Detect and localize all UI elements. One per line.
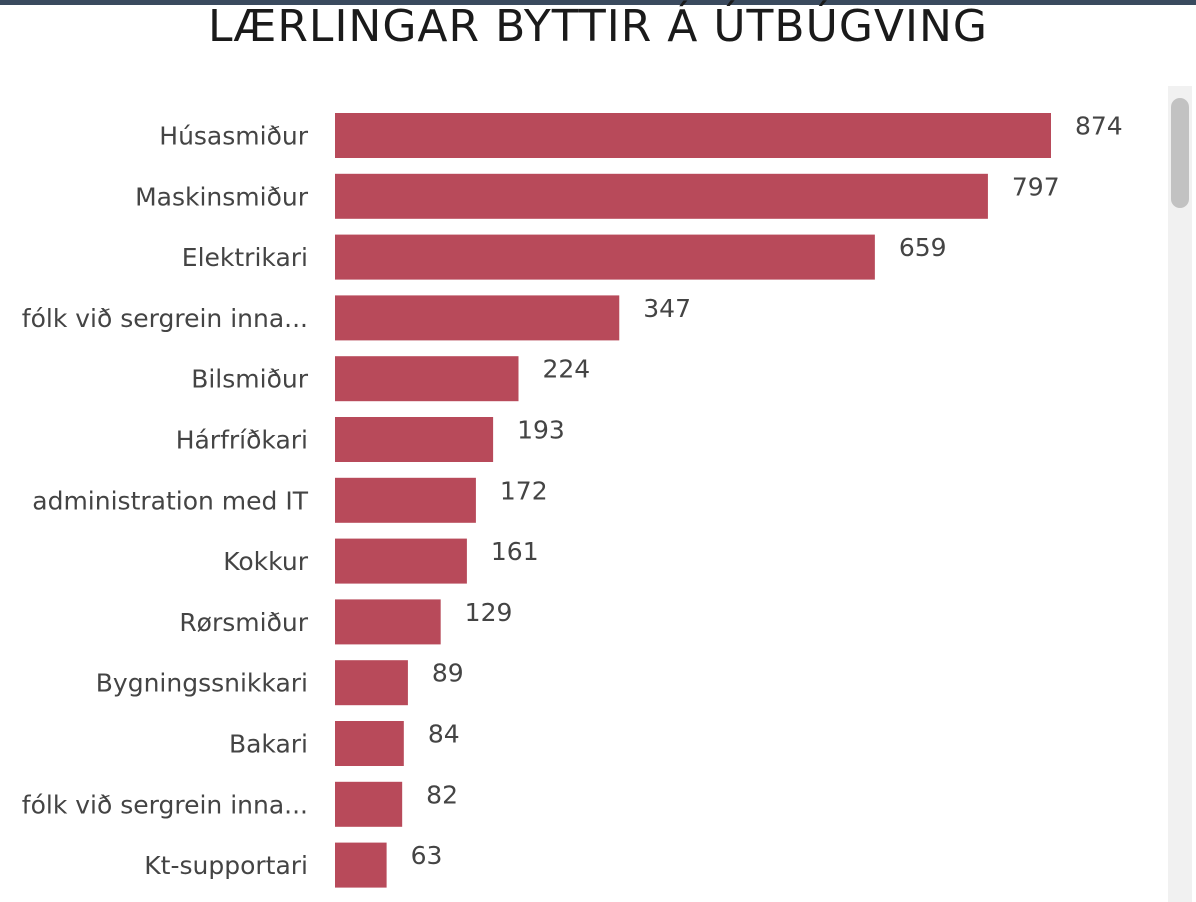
bar[interactable] <box>335 295 620 341</box>
top-border <box>0 0 1196 5</box>
category-label: fólk við sergrein inna... <box>22 304 308 333</box>
bar[interactable] <box>335 781 403 827</box>
bar-chart: Húsasmiður 874 Maskinsmiður 797 Elektrikari 6… <box>22 112 1123 888</box>
bar[interactable] <box>335 113 1051 158</box>
category-label: Kt-supportari <box>144 851 308 880</box>
bar[interactable] <box>335 599 441 645</box>
chart-title: LÆRLINGAR BYTTIR Á ÚTBÚGVING <box>207 1 989 52</box>
category-label: Bakari <box>229 730 308 759</box>
value-label: 161 <box>491 537 539 566</box>
bar[interactable] <box>335 477 476 523</box>
value-label: 63 <box>411 841 443 870</box>
bar[interactable] <box>335 660 408 706</box>
bar[interactable] <box>335 538 467 584</box>
category-label: Bilsmiður <box>191 365 309 394</box>
category-label: fólk við sergrein inna... <box>22 790 308 819</box>
category-label: administration med IT <box>32 486 308 515</box>
bar[interactable] <box>335 417 494 462</box>
value-label: 89 <box>432 659 464 688</box>
value-label: 797 <box>1012 172 1060 201</box>
value-label: 224 <box>543 355 591 384</box>
value-label: 82 <box>426 780 458 809</box>
value-label: 172 <box>500 476 548 505</box>
value-label: 874 <box>1075 112 1123 141</box>
category-label: Elektrikari <box>182 243 308 272</box>
value-label: 347 <box>643 294 691 323</box>
scrollbar-track[interactable] <box>1168 86 1192 902</box>
bar[interactable] <box>335 842 387 888</box>
category-label: Maskinsmiður <box>135 182 309 211</box>
category-label: Hárfríðkari <box>176 426 308 455</box>
scrollbar-thumb[interactable] <box>1171 98 1189 208</box>
value-label: 84 <box>428 720 460 749</box>
bar[interactable] <box>335 721 404 766</box>
bar[interactable] <box>335 356 519 402</box>
value-label: 659 <box>899 233 947 262</box>
bar[interactable] <box>335 234 875 280</box>
category-label: Rørsmiður <box>179 608 308 637</box>
value-label: 129 <box>465 598 513 627</box>
value-label: 193 <box>517 416 565 445</box>
category-label: Húsasmiður <box>159 122 308 151</box>
bar[interactable] <box>335 173 988 219</box>
category-label: Kokkur <box>223 547 308 576</box>
category-label: Bygningssnikkari <box>96 669 308 698</box>
